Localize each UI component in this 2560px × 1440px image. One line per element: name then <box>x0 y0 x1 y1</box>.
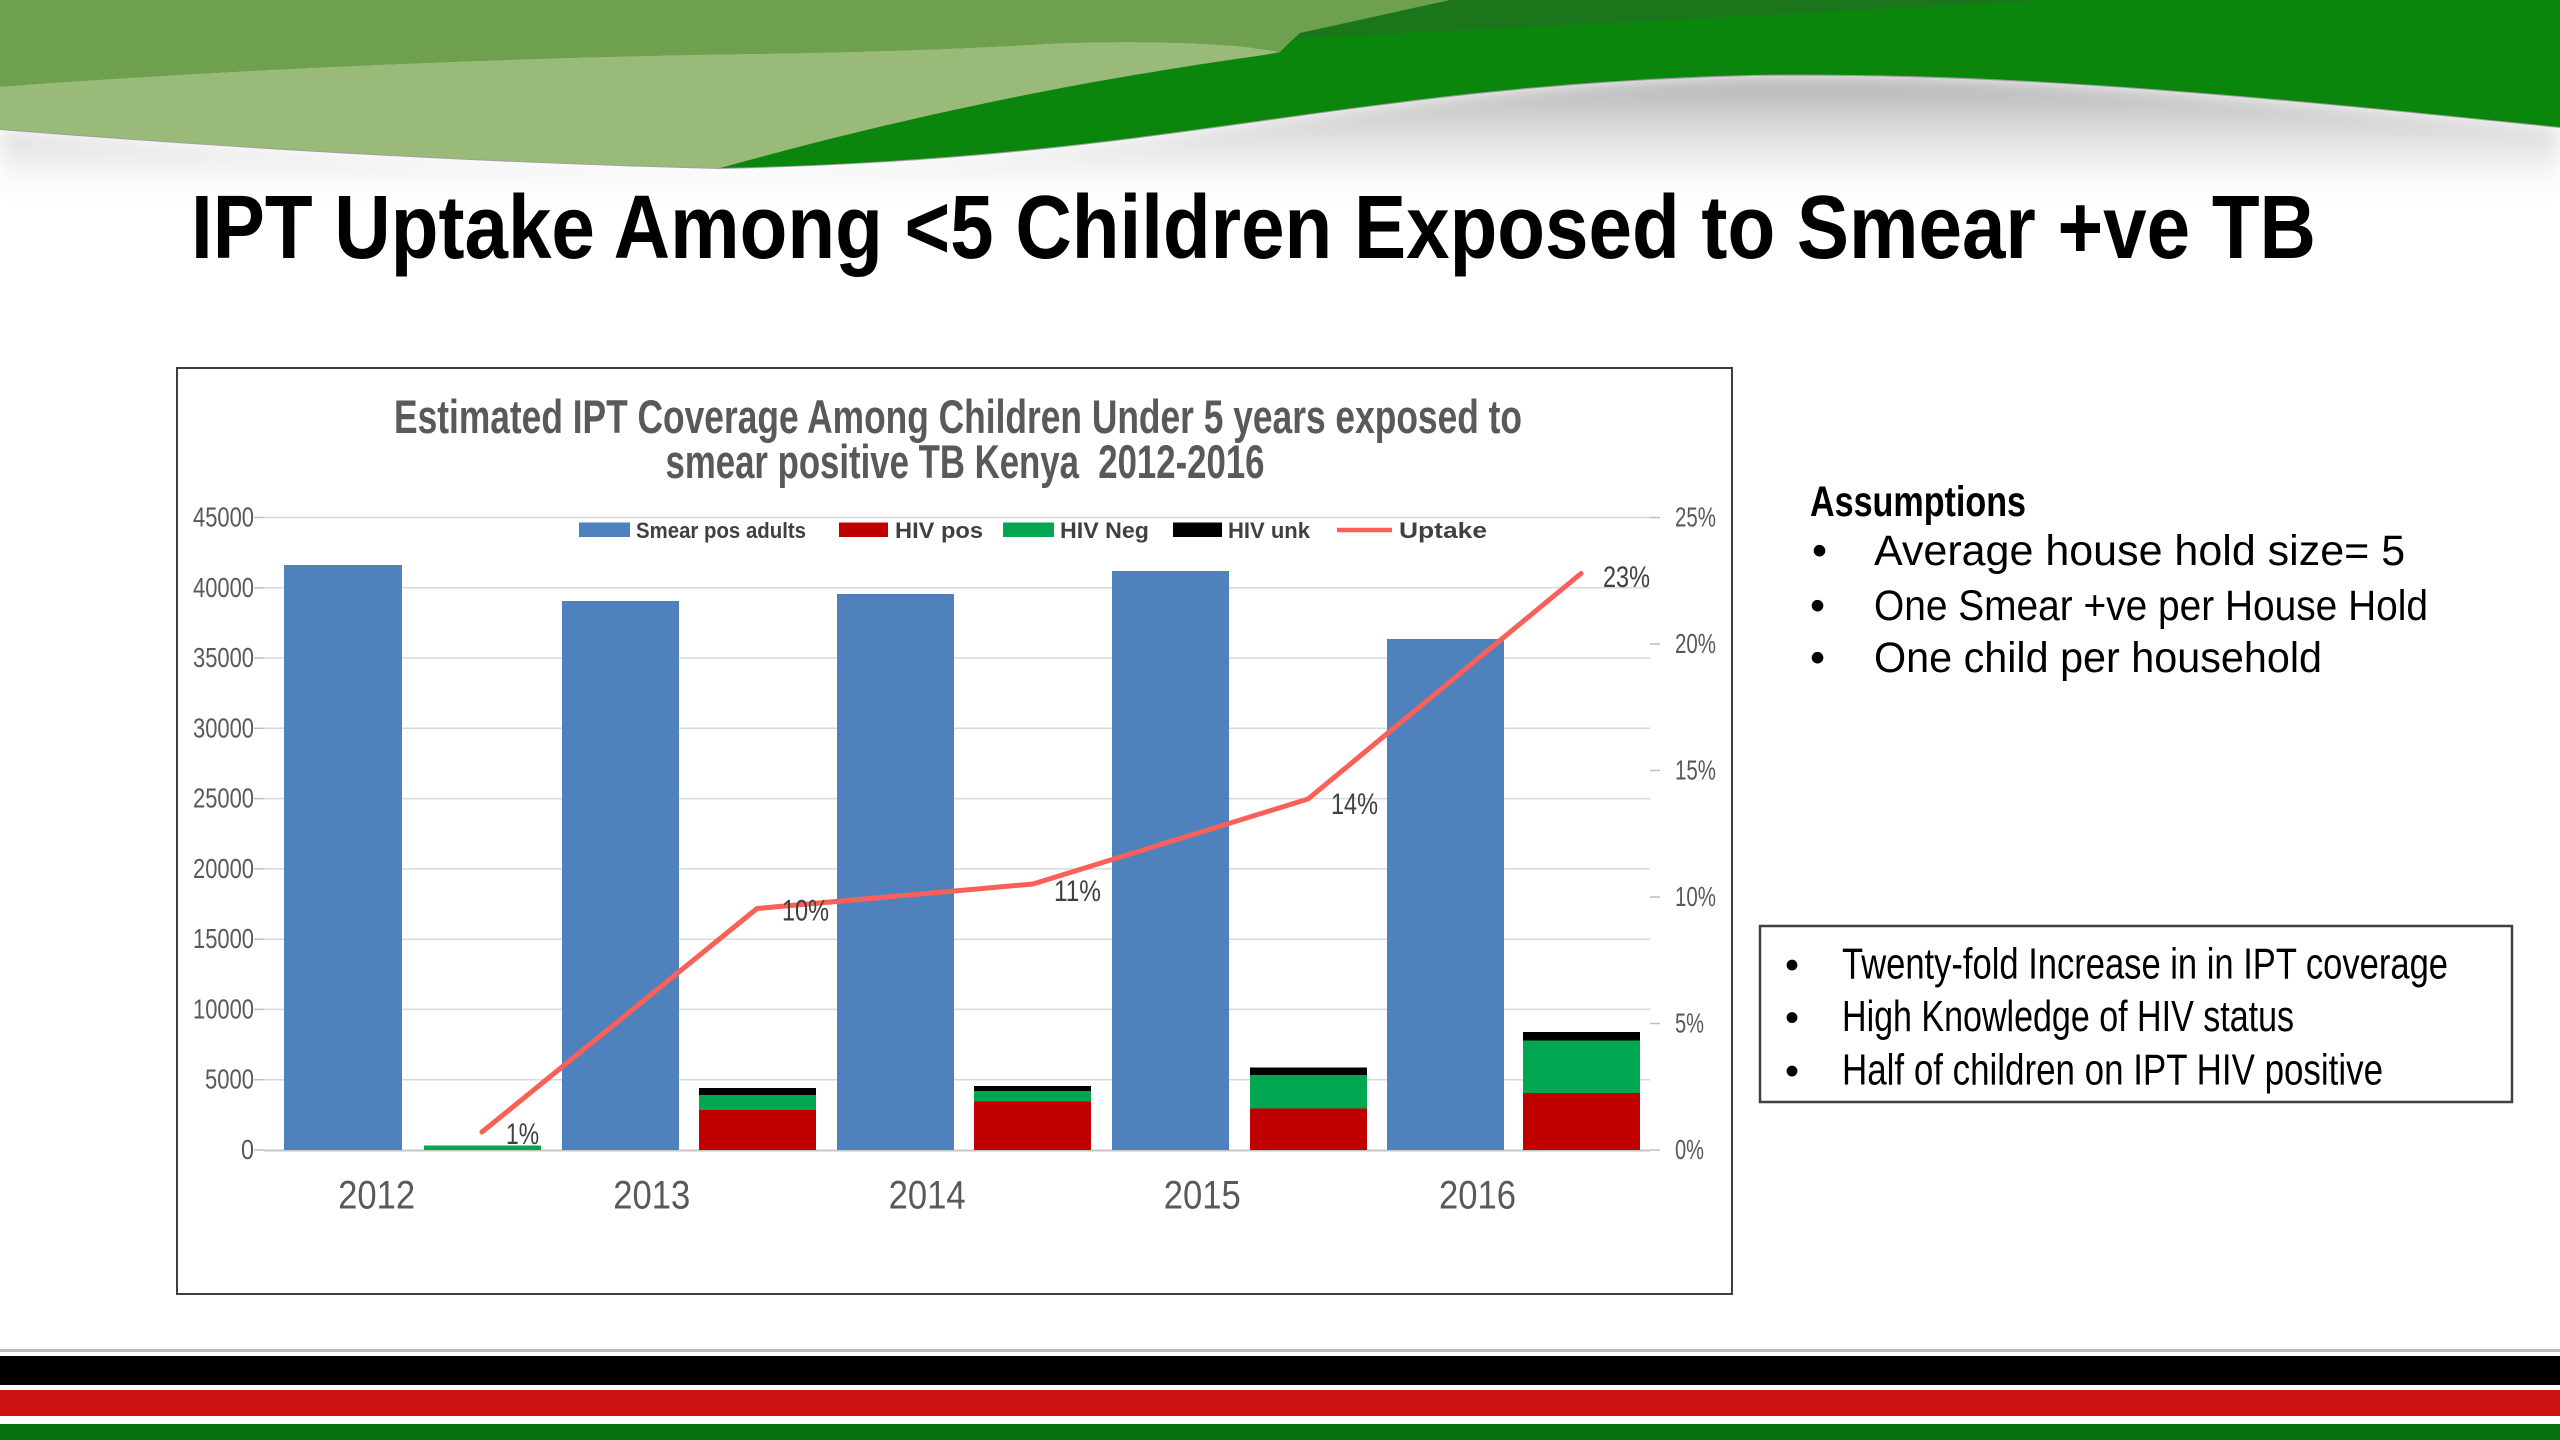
svg-text:HIV unk: HIV unk <box>1228 518 1311 543</box>
svg-text:2014: 2014 <box>889 1174 966 1218</box>
svg-text:40000: 40000 <box>193 572 254 603</box>
svg-text:20%: 20% <box>1675 628 1716 659</box>
svg-text:Assumptions: Assumptions <box>1810 478 2026 526</box>
svg-text:25%: 25% <box>1675 502 1716 533</box>
svg-text:10000: 10000 <box>193 993 254 1024</box>
svg-text:•: • <box>1785 1050 1799 1094</box>
svg-text:IPT Uptake Among <5 Children E: IPT Uptake Among <5 Children Exposed to … <box>191 178 2316 278</box>
svg-text:2013: 2013 <box>613 1174 690 1218</box>
svg-text:Average house hold size= 5: Average house hold size= 5 <box>1874 527 2405 575</box>
svg-text:•: • <box>1810 634 1825 682</box>
svg-text:25000: 25000 <box>193 783 254 814</box>
svg-text:5000: 5000 <box>205 1064 254 1095</box>
svg-text:0: 0 <box>241 1134 254 1165</box>
svg-text:2012: 2012 <box>338 1174 415 1218</box>
svg-text:0%: 0% <box>1675 1134 1704 1165</box>
svg-text:HIV pos: HIV pos <box>895 518 983 543</box>
svg-text:45000: 45000 <box>193 502 254 533</box>
svg-text:Estimated IPT Coverage Among C: Estimated IPT Coverage Among Children Un… <box>394 390 1522 443</box>
svg-text:Half of children on IPT HIV po: Half of children on IPT HIV positive <box>1842 1046 2383 1095</box>
svg-text:10%: 10% <box>782 895 829 928</box>
svg-text:•: • <box>1810 582 1825 630</box>
svg-text:Smear pos adults: Smear pos adults <box>636 518 806 543</box>
svg-text:1%: 1% <box>506 1118 539 1151</box>
svg-text:2016: 2016 <box>1439 1174 1516 1218</box>
svg-text:5%: 5% <box>1675 1008 1704 1039</box>
svg-text:14%: 14% <box>1331 788 1378 821</box>
svg-text:11%: 11% <box>1054 875 1101 908</box>
svg-text:10%: 10% <box>1675 881 1716 912</box>
svg-text:2015: 2015 <box>1164 1174 1241 1218</box>
svg-text:Uptake: Uptake <box>1399 518 1487 543</box>
svg-text:30000: 30000 <box>193 712 254 743</box>
svg-text:•: • <box>1812 527 1827 575</box>
svg-text:High Knowledge of HIV status: High Knowledge of HIV status <box>1842 992 2294 1041</box>
svg-text:15000: 15000 <box>193 923 254 954</box>
svg-text:20000: 20000 <box>193 853 254 884</box>
svg-text:35000: 35000 <box>193 642 254 673</box>
svg-text:Twenty-fold Increase in in IPT: Twenty-fold Increase in in IPT coverage <box>1842 940 2448 989</box>
svg-text:One Smear +ve per House Hold: One Smear +ve per House Hold <box>1874 582 2428 630</box>
svg-text:One child per household: One child per household <box>1874 634 2322 682</box>
svg-text:smear positive TB Kenya 2012-: smear positive TB Kenya 2012-2016 <box>666 435 1265 488</box>
svg-text:15%: 15% <box>1675 755 1716 786</box>
svg-text:HIV Neg: HIV Neg <box>1060 518 1149 543</box>
svg-text:•: • <box>1785 944 1799 988</box>
svg-text:•: • <box>1785 996 1799 1040</box>
svg-text:23%: 23% <box>1603 561 1650 594</box>
